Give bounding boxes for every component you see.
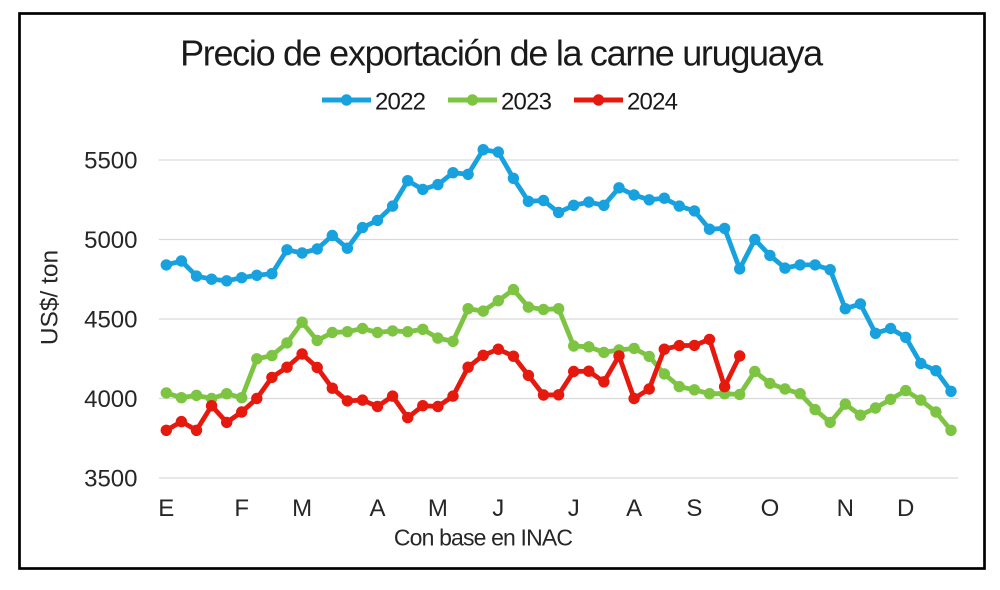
svg-text:4000: 4000 bbox=[84, 386, 137, 413]
svg-text:F: F bbox=[234, 495, 249, 522]
svg-text:M: M bbox=[428, 495, 448, 522]
svg-text:5500: 5500 bbox=[84, 148, 137, 175]
svg-text:S: S bbox=[686, 495, 702, 522]
svg-text:O: O bbox=[761, 495, 780, 522]
svg-text:M: M bbox=[292, 495, 312, 522]
svg-text:US$/ ton: US$/ ton bbox=[37, 250, 64, 345]
svg-text:3500: 3500 bbox=[84, 466, 137, 493]
svg-text:2023: 2023 bbox=[501, 88, 552, 115]
svg-text:5000: 5000 bbox=[84, 227, 137, 254]
svg-text:N: N bbox=[837, 495, 854, 522]
svg-text:2022: 2022 bbox=[375, 88, 426, 115]
svg-text:Con base en INAC: Con base en INAC bbox=[394, 525, 572, 551]
svg-text:A: A bbox=[626, 495, 642, 522]
svg-text:4500: 4500 bbox=[84, 307, 137, 334]
svg-text:D: D bbox=[897, 495, 914, 522]
svg-text:J: J bbox=[492, 495, 504, 522]
svg-text:E: E bbox=[158, 495, 174, 522]
svg-text:Precio de exportación de la ca: Precio de exportación de la carne urugua… bbox=[180, 33, 824, 74]
svg-text:A: A bbox=[369, 495, 385, 522]
svg-text:J: J bbox=[568, 495, 580, 522]
svg-text:2024: 2024 bbox=[627, 88, 678, 115]
